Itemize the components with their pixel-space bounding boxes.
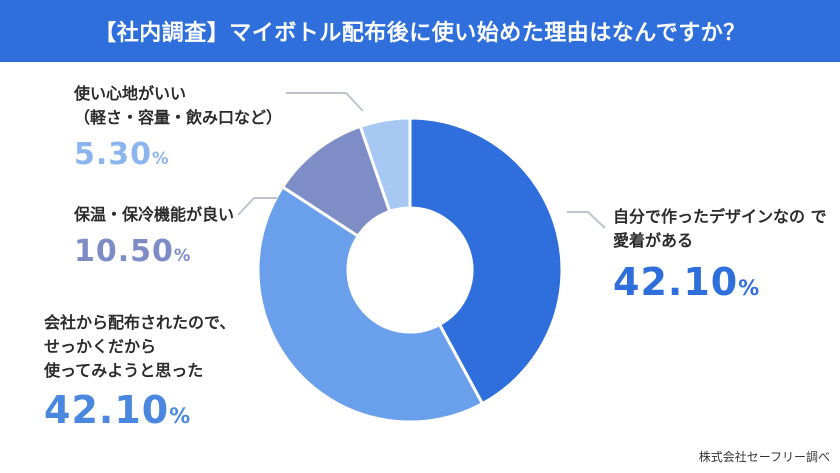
value-insulation: 10.50% <box>74 233 234 275</box>
label-design-attachment: 自分で作ったデザインなの で 愛着がある 42.10% <box>613 205 827 311</box>
label-company-distributed: 会社から配布されたので、 せっかくだから 使ってみようと思った 42.10% <box>44 311 235 439</box>
label-design-line-1: 自分で作ったデザインなの で <box>613 207 827 226</box>
label-usability-line-2: （軽さ・容量・飲み口など） <box>74 108 283 127</box>
slice-company <box>256 184 485 424</box>
value-insulation-number: 10.50 <box>74 234 174 269</box>
value-usability: 5.30% <box>74 136 282 178</box>
value-design: 42.10% <box>613 259 827 311</box>
slice-design <box>408 116 564 406</box>
value-usability-number: 5.30 <box>74 137 153 172</box>
source-note: 株式会社セーフリー調べ <box>698 450 830 464</box>
leader-insulation <box>237 197 277 216</box>
value-company-unit: % <box>169 404 192 428</box>
leader-design <box>567 211 606 229</box>
value-company-number: 42.10 <box>44 388 170 432</box>
value-design-unit: % <box>738 276 761 300</box>
donut-chart <box>237 92 606 424</box>
label-usability-line-1: 使い心地がいい <box>74 84 187 103</box>
label-insulation-line-1: 保温・保冷機能が良い <box>74 205 235 224</box>
label-usability: 使い心地がいい （軽さ・容量・飲み口など） 5.30% <box>74 82 282 178</box>
value-insulation-unit: % <box>173 246 192 265</box>
label-company-line-1: 会社から配布されたので、 <box>44 313 236 332</box>
slice-usability <box>358 116 412 214</box>
value-usability-unit: % <box>152 149 170 168</box>
label-insulation: 保温・保冷機能が良い 10.50% <box>74 203 234 275</box>
label-company-line-3: 使ってみようと思った <box>44 361 204 380</box>
label-company-line-2: せっかくだから <box>44 337 157 356</box>
label-design-line-2: 愛着がある <box>613 231 694 250</box>
leader-usability <box>286 92 364 112</box>
value-company: 42.10% <box>44 387 235 439</box>
chart-title: 【社内調査】マイボトル配布後に使い始めた理由はなんですか？ <box>0 0 840 62</box>
value-design-number: 42.10 <box>613 260 739 304</box>
